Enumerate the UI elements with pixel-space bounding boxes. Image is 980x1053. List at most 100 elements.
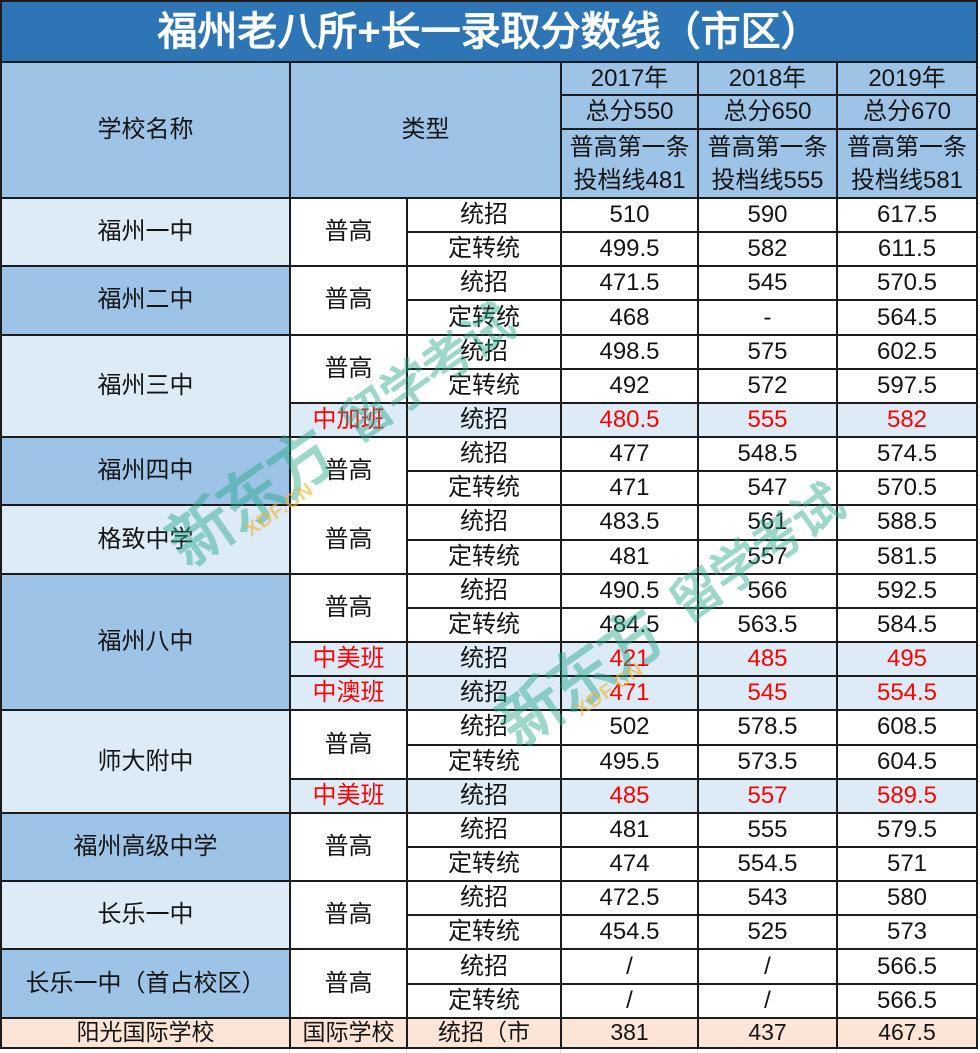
score-2019-cell: 570.5: [835, 470, 979, 507]
admission-type-cell: 统招: [406, 436, 562, 473]
cutoff-label: 普高第一条: [847, 133, 967, 161]
admission-type-cell: 定转统: [406, 299, 562, 336]
score-2019-cell: 495: [835, 641, 979, 678]
school-name-cell: 长乐一中: [0, 880, 291, 951]
score-2018-cell: 543: [697, 880, 838, 917]
cutoff-value: 投档线581: [850, 166, 964, 194]
admission-type-cell: 统招: [406, 811, 562, 848]
admission-type-cell: 定转统: [406, 367, 562, 404]
score-2019-cell: 582: [835, 401, 979, 439]
score-2018-cell: 547: [697, 470, 838, 507]
sheet-gridlines-right: [977, 0, 980, 1053]
score-2017-cell: 421: [560, 641, 699, 678]
table-row: 福州三中 普高 统招 498.5 575 602.5: [0, 333, 979, 439]
sheet-gridlines-bottom: [0, 1049, 980, 1053]
table-row-special-class: 中加班 统招 480.5 555 582: [1, 401, 979, 439]
score-2017-cell: 492: [560, 367, 699, 404]
program-type-cell: 普高: [289, 265, 408, 336]
score-2018-cell: 548.5: [697, 436, 838, 473]
score-2019-cell: 467.5: [835, 1016, 979, 1049]
table-row: 定转统 468 - 564.5: [1, 299, 979, 336]
header-total-2018: 总分650: [697, 94, 838, 130]
special-class-type-cell: 中加班: [289, 401, 408, 439]
table-row: 定转统 481 557 581.5: [1, 538, 979, 575]
score-2018-cell: -: [697, 299, 838, 336]
score-2017-cell: 471: [560, 470, 699, 507]
score-2018-cell: 555: [697, 811, 838, 848]
score-2018-cell: 554.5: [697, 845, 838, 883]
score-2017-cell: /: [560, 948, 699, 985]
score-2018-cell: /: [697, 948, 838, 985]
admission-type-cell: 统招: [406, 880, 562, 917]
school-name-cell: 福州一中: [0, 196, 291, 268]
score-2017-cell: 483.5: [560, 504, 699, 541]
table-row: 福州八中 普高 统招 490.5 566 592.5: [0, 572, 979, 712]
special-class-type-cell: 中美班: [289, 641, 408, 678]
program-type-cell: 普高: [289, 811, 408, 883]
score-2018-cell: 575: [697, 333, 838, 370]
cutoff-label: 普高第一条: [569, 133, 690, 161]
score-2019-cell: 611.5: [835, 231, 979, 268]
school-name-cell: 福州四中: [0, 436, 291, 507]
score-2017-cell: 502: [560, 709, 699, 746]
admission-type-cell: 定转统: [406, 538, 562, 575]
table-row-special-class: 中美班 统招 485 557 589.5: [1, 777, 979, 814]
special-class-type-cell: 中美班: [289, 777, 408, 814]
table-row: 定转统 474 554.5 571: [1, 845, 979, 883]
school-name-cell: 福州二中: [0, 265, 291, 336]
admission-type-cell: 定转统: [406, 606, 562, 644]
admission-type-cell: 统招: [406, 709, 562, 746]
cutoff-value: 投档线481: [573, 166, 686, 194]
score-2019-cell: 584.5: [835, 606, 979, 644]
score-2019-cell: 588.5: [835, 504, 979, 541]
score-2019-cell: 574.5: [835, 436, 979, 473]
admission-type-cell: 统招: [406, 572, 562, 609]
score-2017-cell: 499.5: [560, 231, 699, 268]
score-2017-cell: 454.5: [560, 914, 699, 951]
table-row: 定转统 492 572 597.5: [1, 367, 979, 404]
header-cutoff-2019: 普高第一条投档线581: [835, 128, 979, 199]
school-name-cell: 长乐一中（首占校区）: [0, 948, 291, 1019]
admission-type-cell: 定转统: [406, 914, 562, 951]
table-row: 福州高级中学 普高 统招 481 555 579.5: [0, 811, 979, 883]
program-type-cell: 普高: [289, 196, 408, 268]
score-2017-cell: 474: [560, 845, 699, 883]
score-2018-cell: 545: [697, 675, 838, 712]
score-2018-cell: 437: [697, 1016, 838, 1049]
score-2019-cell: 571: [835, 845, 979, 883]
admission-type-cell: 定转统: [406, 470, 562, 507]
admission-type-cell: 定转统: [406, 845, 562, 883]
admission-type-cell: 统招: [406, 777, 562, 814]
score-2017-cell: 484.5: [560, 606, 699, 644]
score-2017-cell: 481: [560, 811, 699, 848]
program-type-cell: 普高: [289, 572, 408, 644]
table-row-international: 阳光国际学校 国际学校 统招（市 381 437 467.5: [0, 1016, 979, 1049]
cutoff-label: 普高第一条: [707, 133, 828, 161]
score-2019-cell: 617.5: [835, 196, 979, 234]
admission-type-cell: 定转统: [406, 743, 562, 780]
header-type: 类型: [289, 61, 562, 199]
school-name-cell: 格致中学: [0, 504, 291, 575]
score-2018-cell: 563.5: [697, 606, 838, 644]
score-2018-cell: 566: [697, 572, 838, 609]
header-year-2019: 2019年: [835, 61, 979, 96]
score-2019-cell: 573: [835, 914, 979, 951]
header-year-2018: 2018年: [697, 61, 838, 96]
table-row: 福州一中 普高 统招 510 590 617.5: [0, 196, 979, 268]
table-row: 定转统 484.5 563.5 584.5: [1, 606, 979, 644]
score-2017-cell: 477: [560, 436, 699, 473]
score-2017-cell: 471.5: [560, 265, 699, 302]
score-2017-cell: 480.5: [560, 401, 699, 439]
header-school-name: 学校名称: [0, 61, 291, 199]
admission-type-cell: 定转统: [406, 231, 562, 268]
score-2019-cell: 592.5: [835, 572, 979, 609]
school-name-cell: 福州三中: [0, 333, 291, 439]
program-type-cell: 普高: [289, 333, 408, 404]
score-2019-cell: 564.5: [835, 299, 979, 336]
header-total-2017: 总分550: [560, 94, 699, 130]
admission-type-cell: 统招: [406, 675, 562, 712]
special-class-type-cell: 中澳班: [289, 675, 408, 712]
table-row: 福州四中 普高 统招 477 548.5 574.5: [0, 436, 979, 507]
admission-type-cell: 统招: [406, 401, 562, 439]
